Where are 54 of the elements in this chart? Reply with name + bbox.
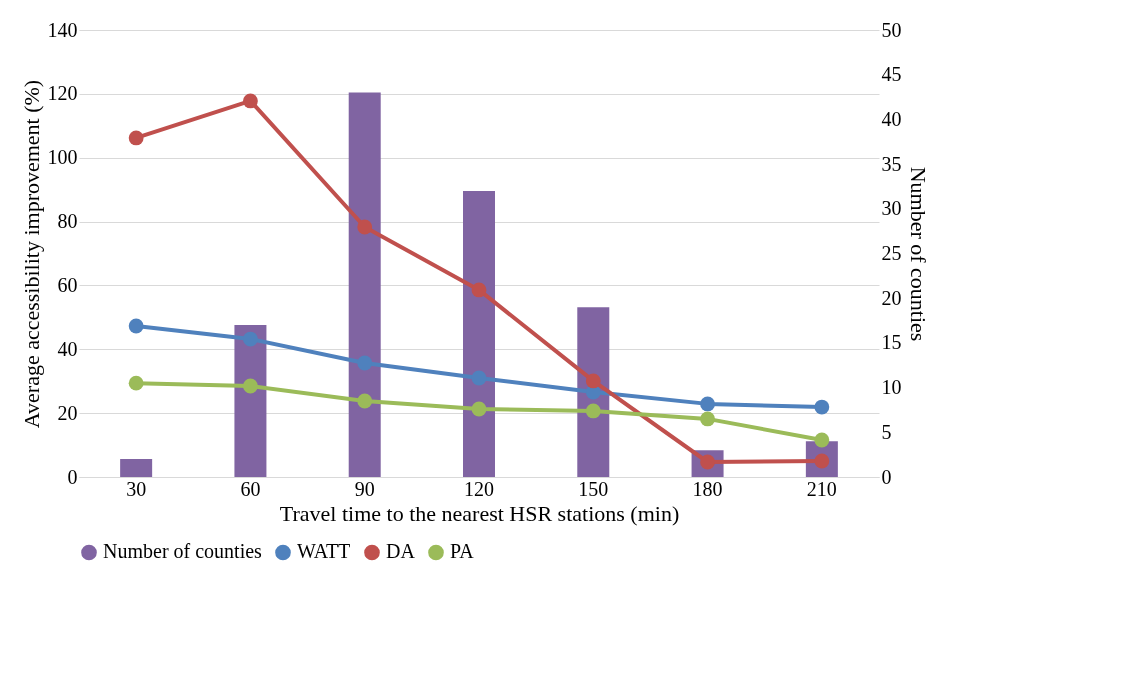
x-tick-label: 90	[354, 477, 375, 500]
y2-tick-label: 10	[881, 376, 902, 399]
point	[471, 282, 487, 298]
legend-label: Number of counties	[103, 540, 263, 563]
legend-label: WATT	[297, 540, 351, 563]
bar	[348, 92, 381, 477]
point	[700, 396, 715, 412]
point	[357, 219, 373, 235]
y-tick-label: 140	[47, 18, 78, 41]
y2-tick-label: 20	[881, 286, 902, 309]
x-axis-title: Travel time to the nearest HSR stations (min)	[279, 500, 680, 526]
y-tick-label: 0	[67, 465, 78, 488]
point	[471, 370, 487, 386]
point	[357, 393, 373, 409]
point	[814, 399, 830, 415]
y-tick-label: 80	[57, 210, 78, 233]
point	[585, 403, 601, 419]
y-tick-label: 100	[47, 146, 78, 169]
y2-tick-label: 15	[881, 331, 902, 354]
point	[243, 331, 258, 347]
y2-tick-label: 35	[881, 152, 902, 175]
bar	[463, 190, 495, 477]
x-tick-label: 150	[578, 477, 609, 500]
point	[814, 432, 830, 448]
y-axis-title: Average accessibility improvement (%)	[18, 79, 44, 429]
y2-tick-label: 25	[881, 242, 902, 264]
y2-tick-label: 5	[881, 420, 892, 443]
bar	[120, 459, 153, 477]
y2-tick-label: 50	[881, 18, 902, 41]
y2-tick-label: 0	[881, 465, 892, 488]
y-tick-label: 60	[57, 273, 78, 296]
point	[128, 375, 144, 391]
point	[128, 318, 144, 334]
y-tick-label: 40	[57, 337, 78, 360]
point	[700, 411, 715, 427]
x-tick-label: 30	[126, 477, 147, 500]
y2-tick-label: 45	[881, 63, 902, 86]
point	[243, 93, 258, 109]
x-tick-label: 180	[692, 477, 723, 500]
point	[128, 130, 144, 146]
y2-tick-label: 40	[881, 107, 902, 130]
x-tick-label: 120	[464, 477, 494, 500]
y2-axis-title: Number of counties	[905, 166, 931, 342]
legend-label: PA	[450, 540, 475, 563]
y-tick-label: 20	[57, 401, 78, 424]
legend-label: DA	[386, 540, 416, 563]
point	[585, 373, 601, 389]
y-tick-label: 120	[47, 82, 78, 105]
point	[243, 378, 258, 394]
y2-tick-label: 30	[881, 197, 902, 220]
point	[357, 355, 373, 371]
x-tick-label: 210	[806, 477, 837, 500]
point	[471, 401, 487, 417]
x-tick-label: 60	[240, 477, 261, 500]
